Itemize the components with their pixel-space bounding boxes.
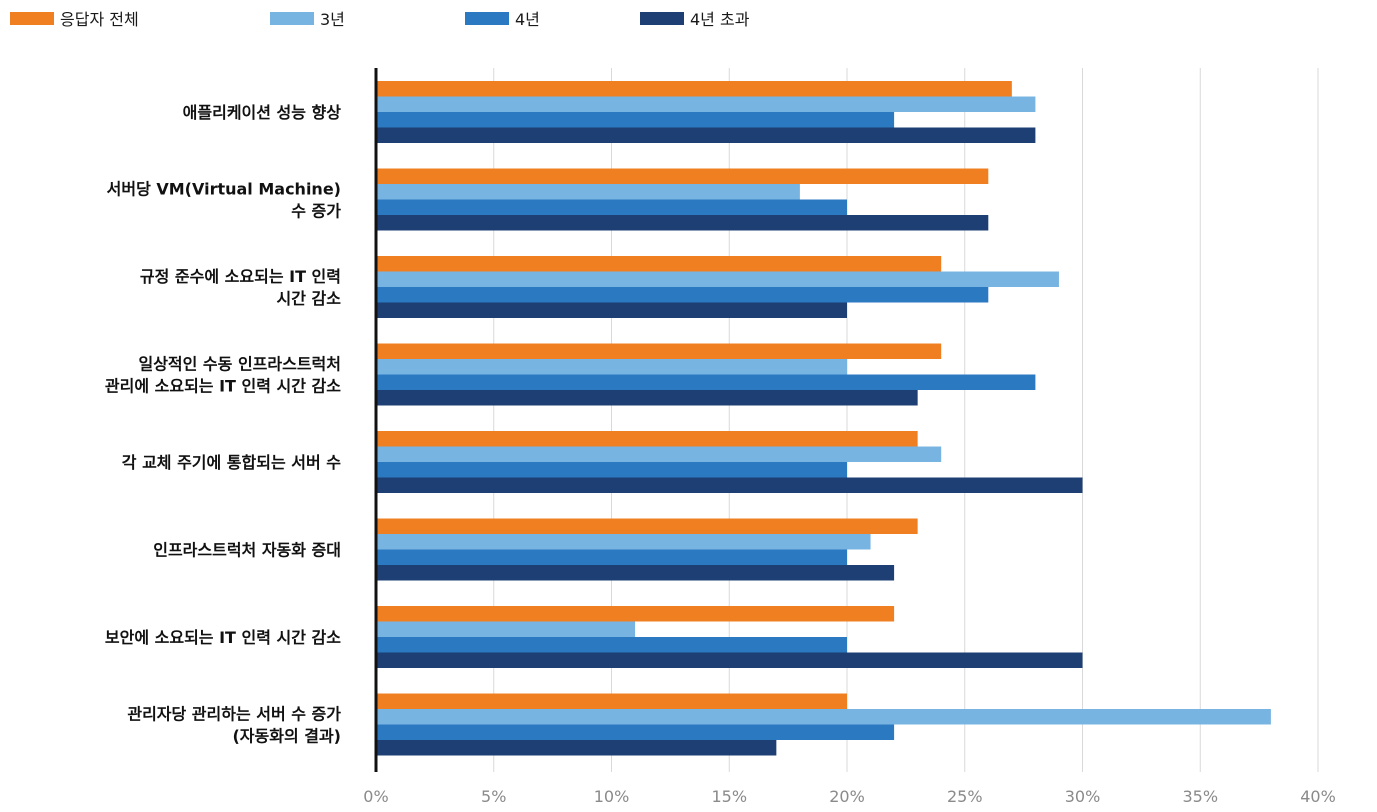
- bar: [376, 287, 989, 303]
- bar: [376, 199, 847, 215]
- bar: [376, 606, 895, 622]
- bar: [376, 549, 847, 565]
- category-label-line: 일상적인 수동 인프라스트럭처: [138, 355, 341, 374]
- x-tick-label: 25%: [947, 787, 983, 806]
- x-tick-label: 40%: [1300, 787, 1336, 806]
- bar: [376, 652, 1083, 668]
- bar: [376, 518, 918, 534]
- bar: [376, 302, 847, 318]
- x-tick-label: 30%: [1065, 787, 1101, 806]
- category-label-line: 규정 준수에 소요되는 IT 인력: [140, 267, 341, 286]
- category-label-line: 인프라스트럭처 자동화 증대: [153, 541, 341, 560]
- x-tick-label: 0%: [363, 787, 388, 806]
- x-tick-label: 15%: [711, 787, 747, 806]
- bar: [376, 637, 847, 653]
- legend-swatch: [640, 11, 684, 25]
- bar: [376, 96, 1036, 112]
- bar: [376, 709, 1271, 725]
- legend-label: 응답자 전체: [60, 10, 139, 29]
- category-label: 관리자당 관리하는 서버 수 증가 (자동화의 결과): [127, 705, 341, 746]
- category-label-line: 각 교체 주기에 통합되는 서버 수: [122, 453, 341, 472]
- legend-swatch: [10, 11, 54, 25]
- bar: [376, 271, 1059, 287]
- category-label-line: 관리에 소요되는 IT 인력 시간 감소: [105, 377, 341, 396]
- category-label: 인프라스트럭처 자동화 증대: [153, 541, 341, 560]
- bar: [376, 127, 1036, 143]
- legend-item: 응답자 전체: [10, 6, 139, 30]
- legend-label: 4년: [515, 10, 540, 29]
- bar: [376, 534, 871, 550]
- category-label-line: (자동화의 결과): [232, 727, 341, 746]
- legend-item: 4년 초과: [640, 6, 749, 30]
- bar: [376, 343, 942, 359]
- category-label-line: 수 증가: [291, 202, 341, 221]
- category-label-line: 관리자당 관리하는 서버 수 증가: [127, 705, 341, 724]
- x-tick-label: 10%: [594, 787, 630, 806]
- x-tick-labels: 0% 5% 10% 15% 20% 25% 30% 35% 40%: [363, 787, 1335, 806]
- legend-item: 4년: [465, 6, 540, 30]
- x-tick-label: 20%: [829, 787, 865, 806]
- category-label: 애플리케이션 성능 향상: [183, 103, 342, 122]
- bar: [376, 462, 847, 478]
- legend-item: 3년: [270, 6, 345, 30]
- bar: [376, 724, 895, 740]
- chart-legend: 응답자 전체 3년 4년 4년 초과: [10, 6, 910, 30]
- category-label-line: 애플리케이션 성능 향상: [183, 103, 342, 122]
- category-label-line: 서버당 VM(Virtual Machine): [107, 180, 341, 199]
- bar: [376, 693, 847, 709]
- category-label: 서버당 VM(Virtual Machine) 수 증가: [107, 180, 342, 221]
- bar: [376, 256, 942, 272]
- bar: [376, 359, 847, 375]
- legend-label: 4년 초과: [690, 10, 750, 29]
- bar: [376, 390, 918, 406]
- bar: [376, 112, 895, 128]
- bar: [376, 431, 918, 447]
- x-tick-label: 5%: [481, 787, 506, 806]
- category-label-line: 시간 감소: [277, 289, 342, 308]
- bar: [376, 184, 800, 200]
- category-label: 보안에 소요되는 IT 인력 시간 감소: [105, 628, 341, 647]
- bar: [376, 621, 636, 637]
- bar: [376, 446, 942, 462]
- bar: [376, 374, 1036, 390]
- bar: [376, 168, 989, 184]
- legend-swatch: [270, 11, 314, 25]
- bar: [376, 477, 1083, 493]
- x-tick-label: 35%: [1182, 787, 1218, 806]
- category-label-line: 보안에 소요되는 IT 인력 시간 감소: [105, 628, 341, 647]
- bar: [376, 81, 1012, 97]
- bar: [376, 215, 989, 231]
- legend-label: 3년: [320, 10, 345, 29]
- category-label: 각 교체 주기에 통합되는 서버 수: [122, 453, 341, 472]
- bars: [376, 81, 1271, 756]
- bar: [376, 565, 895, 581]
- bar: [376, 740, 777, 756]
- legend-swatch: [465, 11, 509, 25]
